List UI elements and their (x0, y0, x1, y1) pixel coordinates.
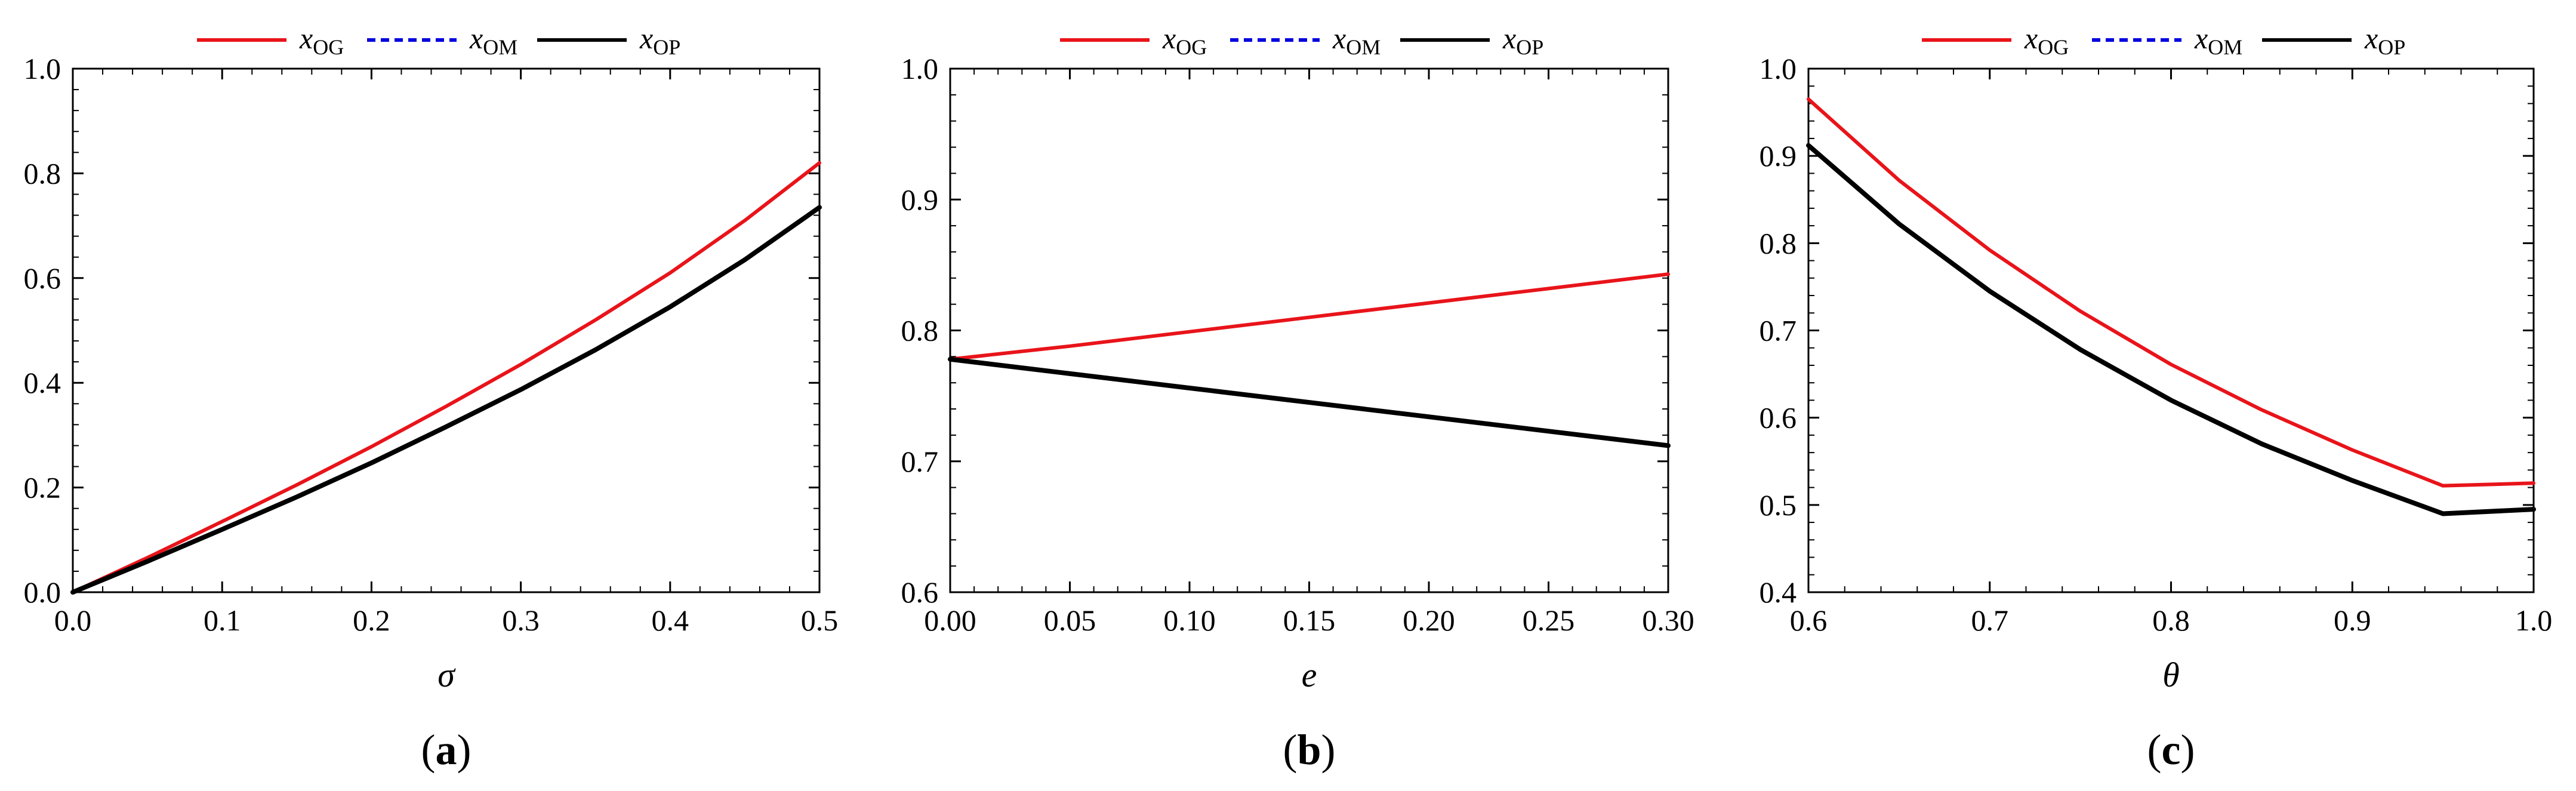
legend-label-base: x (2024, 21, 2038, 55)
panel-label-close-paren: ) (457, 726, 472, 774)
legend-label-sub: OG (2038, 35, 2069, 59)
y-tick-label: 0.0 (24, 575, 61, 609)
x-tick-label: 0.8 (2152, 604, 2190, 637)
panel-label-open-paren: ( (1283, 726, 1297, 774)
x-axis-label: θ (2162, 655, 2180, 694)
x-tick-label: 0.00 (924, 604, 976, 637)
legend-label-op: xOP (2364, 21, 2405, 59)
legend: xOG xOM xOP (197, 21, 680, 59)
plot-frame (949, 67, 1669, 593)
x-tick-label: 0.25 (1523, 604, 1575, 637)
y-tick-label: 0.2 (24, 471, 61, 504)
x-tick-label: 0.7 (1971, 604, 2009, 637)
y-tick-label: 0.4 (1760, 575, 1797, 609)
legend-label-sub: OG (313, 35, 344, 59)
panel-label-close-paren: ) (1321, 726, 1336, 774)
y-tick-label: 1.0 (901, 52, 939, 85)
y-tick-label: 0.6 (1760, 401, 1797, 435)
legend-label-sub: OM (1346, 35, 1381, 59)
y-tick-label: 0.5 (1760, 488, 1797, 522)
x-tick-label: 0.15 (1283, 604, 1336, 637)
x-axis-label: e (1302, 655, 1317, 694)
y-tick-label: 0.7 (901, 445, 939, 478)
legend-label-og: xOG (299, 21, 344, 59)
panel-label-close-paren: ) (2180, 726, 2195, 774)
series-line-om (1807, 143, 2535, 516)
x-tick-label: 1.0 (2515, 604, 2553, 637)
legend-label-sub: OP (1516, 35, 1543, 59)
legend-label-sub: OP (2378, 35, 2405, 59)
legend: xOG xOM xOP (1922, 21, 2405, 59)
panel-label-open-paren: ( (2147, 726, 2162, 774)
series-line-op (70, 205, 822, 595)
panel-label: (a) (421, 726, 472, 774)
legend-label-base: x (469, 21, 483, 55)
legend-label-sub: OM (483, 35, 517, 59)
legend-label-base: x (1502, 21, 1516, 55)
series-line-op (1806, 143, 2536, 516)
y-tick-label: 0.8 (1760, 226, 1797, 260)
x-tick-label: 0.05 (1044, 604, 1096, 637)
legend-label-sub: OM (2208, 35, 2242, 59)
panel-label-letter: c (2162, 726, 2181, 774)
legend-label-base: x (2364, 21, 2378, 55)
series-line-og (71, 161, 821, 594)
y-tick-label: 1.0 (24, 52, 61, 85)
x-tick-label: 0.2 (353, 604, 390, 637)
legend-label-op: xOP (639, 21, 680, 59)
panel-label: (b) (1283, 726, 1335, 774)
x-tick-label: 0.3 (502, 604, 540, 637)
x-tick-label: 0.10 (1163, 604, 1216, 637)
legend-label-og: xOG (1162, 21, 1207, 59)
y-tick-label: 0.7 (1760, 314, 1797, 347)
panel-label: (c) (2147, 726, 2195, 774)
legend-label-base: x (639, 21, 653, 55)
legend-label-base: x (299, 21, 313, 55)
minor-ticks (73, 69, 819, 592)
plot-frame (72, 67, 821, 593)
legend-label-op: xOP (1502, 21, 1543, 59)
y-tick-label: 0.9 (1760, 139, 1797, 173)
minor-ticks (1808, 69, 2534, 592)
y-tick-label: 0.6 (901, 575, 939, 609)
series-line-og (1807, 97, 2535, 488)
y-tick-label: 0.6 (24, 261, 61, 295)
panel-label-open-paren: ( (421, 726, 436, 774)
y-tick-label: 0.4 (24, 366, 61, 399)
x-tick-label: 0.6 (1790, 604, 1828, 637)
legend-label-om: xOM (469, 21, 517, 59)
legend: xOG xOM xOP (1060, 21, 1543, 59)
y-tick-label: 0.9 (901, 183, 939, 216)
series-line-om (71, 205, 821, 594)
minor-ticks (950, 69, 1668, 592)
x-tick-label: 0.5 (801, 604, 839, 637)
y-tick-label: 1.0 (1760, 52, 1797, 85)
x-axis-label: σ (437, 655, 456, 694)
legend-label-base: x (1162, 21, 1176, 55)
legend-label-base: x (2194, 21, 2208, 55)
x-tick-label: 0.9 (2334, 604, 2371, 637)
legend-label-om: xOM (1332, 21, 1381, 59)
series-line-og (948, 272, 1670, 361)
plot-frame (1807, 67, 2535, 593)
y-tick-label: 0.8 (24, 156, 61, 190)
x-tick-label: 0.30 (1642, 604, 1694, 637)
series-line-op (948, 356, 1671, 448)
legend-label-om: xOM (2194, 21, 2242, 59)
panel-label-letter: a (436, 726, 457, 774)
x-tick-label: 0.1 (204, 604, 241, 637)
legend-label-sub: OP (653, 35, 680, 59)
x-tick-label: 0.4 (652, 604, 689, 637)
x-tick-label: 0.0 (54, 604, 92, 637)
panel-label-letter: b (1297, 726, 1321, 774)
x-tick-label: 0.20 (1403, 604, 1455, 637)
legend-label-sub: OG (1176, 35, 1207, 59)
y-tick-label: 0.8 (901, 314, 939, 347)
legend-label-og: xOG (2024, 21, 2069, 59)
legend-label-base: x (1332, 21, 1346, 55)
